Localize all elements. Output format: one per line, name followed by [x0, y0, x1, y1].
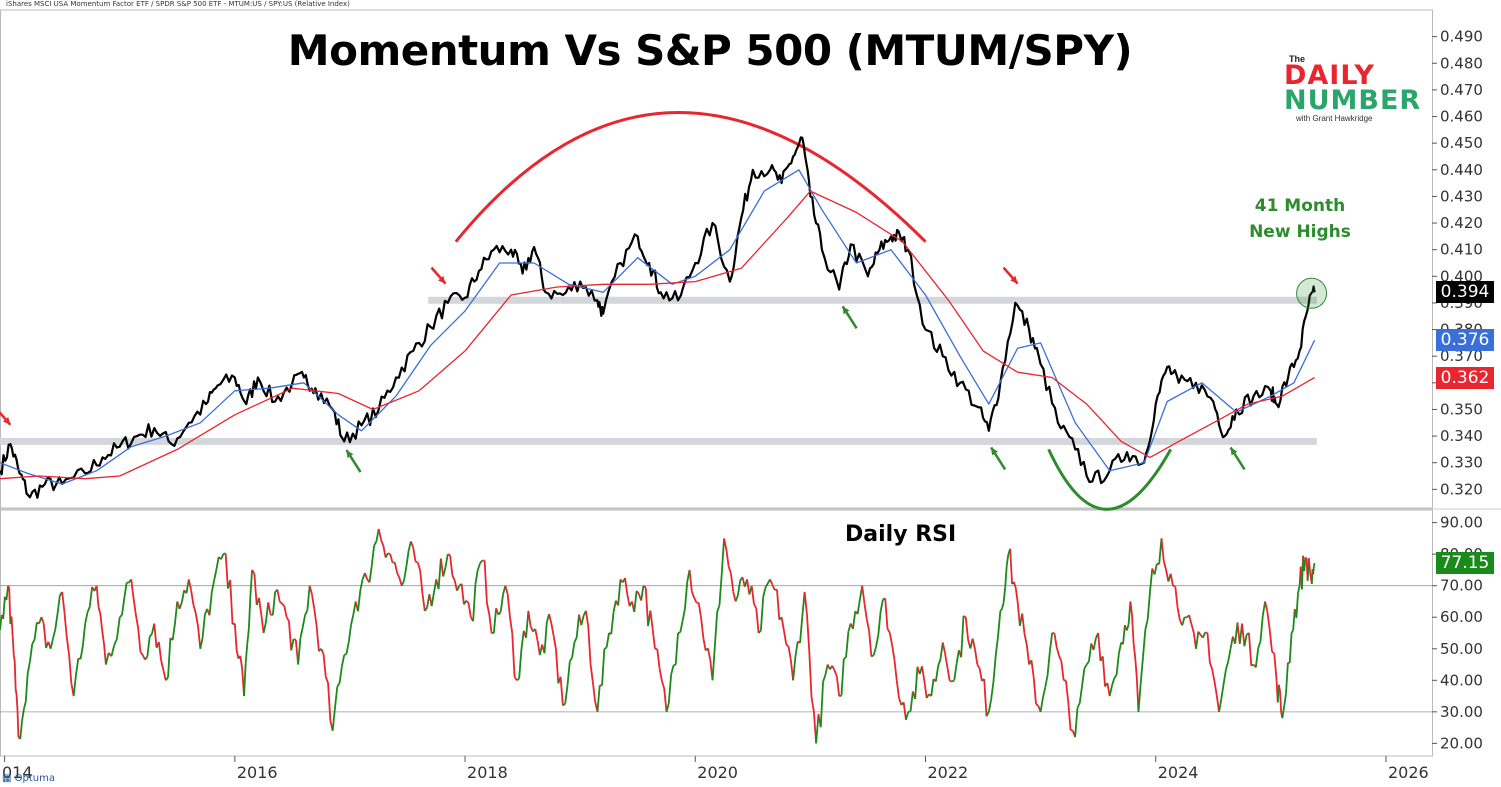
- x-tick-label-1: 2016: [237, 763, 278, 782]
- y-tick-label-16: 0.480: [1440, 54, 1483, 72]
- new-high-circle: [1296, 277, 1328, 309]
- y-tick-label-10: 0.420: [1440, 214, 1483, 232]
- chart-title: Momentum Vs S&P 500 (MTUM/SPY): [287, 26, 1133, 75]
- x-tick-label-0: 014: [2, 763, 33, 782]
- rsi-tick-label-0: 20.00: [1440, 734, 1483, 752]
- y-tick-label-9: 0.410: [1440, 241, 1483, 259]
- marker-arrow-1: [430, 266, 447, 285]
- marker-arrow-3: [345, 449, 362, 473]
- annotation-line-2: New Highs: [1249, 222, 1351, 242]
- value-badge-0: 0.394: [1436, 281, 1494, 304]
- series-price: [0, 136, 1316, 499]
- logo-the: The: [1289, 54, 1306, 64]
- x-tick-label-4: 2022: [928, 763, 969, 782]
- series-rsi: [0, 528, 1316, 744]
- logo-daily: DAILY: [1284, 60, 1375, 91]
- value-badge-1: 0.376: [1436, 329, 1494, 352]
- y-tick-label-12: 0.440: [1440, 161, 1483, 179]
- y-tick-label-5: 0.370: [1440, 347, 1483, 365]
- y-tick-label-17: 0.490: [1440, 28, 1483, 46]
- y-tick-label-1: 0.330: [1440, 454, 1483, 472]
- rsi-tick-label-5: 70.00: [1440, 577, 1483, 595]
- x-tick-label-5: 2024: [1158, 763, 1199, 782]
- series-ma_fast: [0, 169, 1316, 485]
- annotation-new-highs: 41 Month New Highs: [1240, 193, 1360, 245]
- rsi-tick-label-1: 30.00: [1440, 703, 1483, 721]
- y-tick-label-14: 0.460: [1440, 108, 1483, 126]
- y-tick-label-3: 0.350: [1440, 400, 1483, 418]
- rsi-panel-title: Daily RSI: [845, 522, 957, 547]
- x-tick-label-3: 2020: [697, 763, 738, 782]
- price-panel-frame: [0, 9, 1433, 509]
- daily-number-logo: The DAILY NUMBER with Grant Hawkridge: [1284, 54, 1434, 123]
- marker-arrow-5: [990, 446, 1007, 471]
- support-band-1: [0, 437, 1317, 445]
- marker-arrow-0: [0, 411, 12, 426]
- y-tick-label-8: 0.400: [1440, 267, 1483, 285]
- y-tick-label-0: 0.320: [1440, 480, 1483, 498]
- bottom-arc: [1047, 448, 1173, 511]
- x-tick-label-6: 2026: [1388, 763, 1429, 782]
- marker-arrow-2: [1002, 266, 1019, 285]
- rsi-tick-label-4: 60.00: [1440, 608, 1483, 626]
- chart-header-text: iShares MSCI USA Momentum Factor ETF / S…: [6, 0, 350, 8]
- rsi-panel-frame: [0, 509, 1433, 757]
- series-ma_slow: [0, 190, 1315, 480]
- y-tick-label-11: 0.430: [1440, 187, 1483, 205]
- rsi-tick-label-7: 90.00: [1440, 514, 1483, 532]
- marker-arrow-6: [1229, 446, 1246, 471]
- x-tick-label-2: 2018: [467, 763, 508, 782]
- logo-number: NUMBER: [1284, 85, 1422, 116]
- optuma-footer: ▦ Optuma: [2, 773, 55, 784]
- rsi-tick-label-2: 40.00: [1440, 671, 1483, 689]
- rsi-tick-label-3: 50.00: [1440, 640, 1483, 658]
- y-tick-label-15: 0.470: [1440, 81, 1483, 99]
- marker-arrow-4: [841, 305, 858, 329]
- optuma-label: Optuma: [14, 773, 55, 784]
- y-tick-label-2: 0.340: [1440, 427, 1483, 445]
- logo-byline: with Grant Hawkridge: [1296, 114, 1373, 123]
- annotation-line-1: 41 Month: [1254, 196, 1346, 216]
- value-badge-3: 77.15: [1436, 552, 1494, 575]
- value-badge-2: 0.362: [1436, 366, 1494, 389]
- y-tick-label-13: 0.450: [1440, 134, 1483, 152]
- support-band-0: [428, 296, 1317, 304]
- top-arc: [454, 111, 927, 243]
